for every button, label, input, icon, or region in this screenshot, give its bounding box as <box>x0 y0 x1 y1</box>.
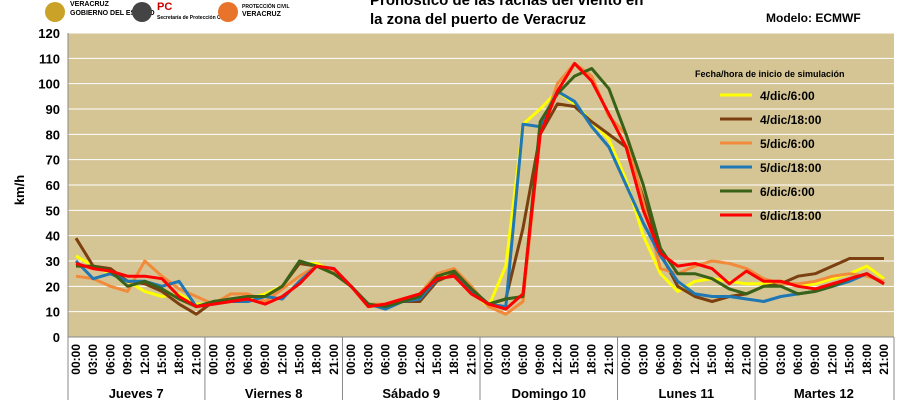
x-tick-label: 18:00 <box>447 344 461 375</box>
logo-icon <box>45 2 65 22</box>
x-tick-label: 00:00 <box>207 344 221 375</box>
x-tick-label: 21:00 <box>602 344 616 375</box>
x-tick-label: 15:00 <box>155 344 169 375</box>
x-tick-label: 12:00 <box>413 344 427 375</box>
x-tick-label: 21:00 <box>739 344 753 375</box>
logo-text: GOBIERNO DEL ESTADO <box>70 10 155 17</box>
x-tick-label: 09:00 <box>121 344 135 375</box>
y-tick-label: 80 <box>46 127 60 142</box>
day-label: Jueves 7 <box>109 386 164 400</box>
x-tick-label: 15:00 <box>843 344 857 375</box>
x-tick-label: 15:00 <box>568 344 582 375</box>
x-tick-label: 03:00 <box>774 344 788 375</box>
x-tick-label: 12:00 <box>138 344 152 375</box>
x-tick-label: 12:00 <box>550 344 564 375</box>
x-tick-label: 03:00 <box>636 344 650 375</box>
x-tick-label: 03:00 <box>499 344 513 375</box>
y-tick-label: 20 <box>46 279 60 294</box>
x-tick-label: 06:00 <box>103 344 117 375</box>
x-tick-label: 12:00 <box>275 344 289 375</box>
logo-icon <box>132 2 152 22</box>
day-label: Lunes 11 <box>658 386 714 400</box>
x-tick-label: 00:00 <box>344 344 358 375</box>
y-tick-label: 90 <box>46 102 60 117</box>
x-tick-label: 18:00 <box>310 344 324 375</box>
x-tick-label: 09:00 <box>671 344 685 375</box>
x-tick-label: 00:00 <box>757 344 771 375</box>
x-tick-label: 15:00 <box>292 344 306 375</box>
series-line <box>76 67 885 309</box>
legend-label: 5/dic/18:00 <box>760 161 822 175</box>
x-tick-label: 12:00 <box>688 344 702 375</box>
x-tick-label: 09:00 <box>396 344 410 375</box>
x-tick-label: 06:00 <box>791 344 805 375</box>
x-tick-label: 21:00 <box>327 344 341 375</box>
x-tick-label: 21:00 <box>189 344 203 375</box>
x-tick-label: 15:00 <box>705 344 719 375</box>
x-tick-label: 09:00 <box>533 344 547 375</box>
x-tick-label: 06:00 <box>378 344 392 375</box>
legend-label: 4/dic/18:00 <box>760 113 822 127</box>
x-tick-label: 06:00 <box>516 344 530 375</box>
legend-label: 6/dic/18:00 <box>760 209 822 223</box>
annotation: Modelo: ECMWF <box>766 11 861 25</box>
day-label: Domingo 10 <box>512 386 586 400</box>
logo-text: Secretaría de Protección Civil <box>157 15 228 21</box>
y-tick-label: 30 <box>46 254 60 269</box>
x-tick-label: 00:00 <box>482 344 496 375</box>
day-label: Sábado 9 <box>382 386 440 400</box>
y-tick-label: 110 <box>39 51 60 66</box>
y-tick-label: 70 <box>46 153 60 168</box>
y-tick-label: 120 <box>38 26 60 41</box>
x-tick-label: 06:00 <box>241 344 255 375</box>
legend-label: 6/dic/6:00 <box>760 185 815 199</box>
x-tick-label: 21:00 <box>877 344 891 375</box>
x-tick-label: 18:00 <box>722 344 736 375</box>
x-tick-label: 00:00 <box>619 344 633 375</box>
y-tick-label: 0 <box>53 330 60 345</box>
x-tick-label: 03:00 <box>224 344 238 375</box>
chart-title: Pronóstico de las rachas del viento en <box>370 0 643 9</box>
x-tick-label: 03:00 <box>361 344 375 375</box>
logo-icon <box>218 2 238 22</box>
x-tick-label: 18:00 <box>172 344 186 375</box>
logo-text: PC <box>157 1 172 13</box>
x-tick-label: 12:00 <box>825 344 839 375</box>
x-tick-label: 18:00 <box>860 344 874 375</box>
y-axis-label: km/h <box>12 175 27 205</box>
x-tick-label: 03:00 <box>86 344 100 375</box>
y-tick-label: 100 <box>38 77 60 92</box>
x-tick-label: 15:00 <box>430 344 444 375</box>
day-label: Viernes 8 <box>245 386 303 400</box>
y-tick-label: 40 <box>46 229 60 244</box>
legend-label: 4/dic/6:00 <box>760 89 815 103</box>
y-tick-label: 60 <box>46 178 60 193</box>
logo-text: VERACRUZ <box>242 11 282 18</box>
x-tick-label: 09:00 <box>808 344 822 375</box>
chart-title: la zona del puerto de Veracruz <box>370 11 586 28</box>
x-tick-label: 00:00 <box>69 344 83 375</box>
x-tick-label: 06:00 <box>654 344 668 375</box>
legend-title: Fecha/hora de inicio de simulación <box>695 69 845 79</box>
y-tick-label: 50 <box>46 203 60 218</box>
logo-text: VERACRUZ <box>70 1 110 8</box>
x-tick-label: 09:00 <box>258 344 272 375</box>
series-line <box>75 61 885 311</box>
x-tick-label: 18:00 <box>585 344 599 375</box>
day-label: Martes 12 <box>794 386 854 400</box>
legend-label: 5/dic/6:00 <box>760 137 815 151</box>
y-tick-label: 10 <box>46 305 60 320</box>
x-tick-label: 21:00 <box>464 344 478 375</box>
logo-text: PROTECCIÓN CIVIL <box>242 2 290 10</box>
